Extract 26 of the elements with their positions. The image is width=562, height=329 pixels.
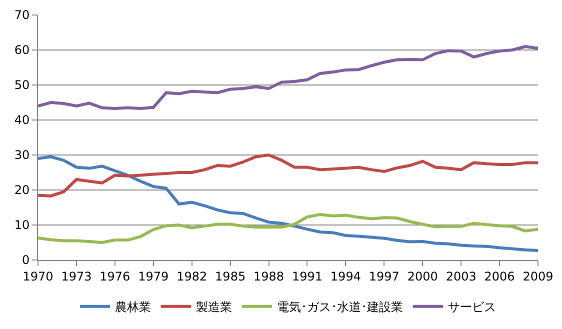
y-tick-label: 30 [14,148,30,162]
y-tick-label: 60 [14,43,30,58]
x-tick-label: 1970 [22,269,54,284]
x-tick-label: 1976 [100,269,130,284]
x-tick-label: 1988 [253,269,284,284]
legend-label: 農林業 [115,300,151,314]
x-tick-label: 2009 [522,269,554,284]
x-tick-label: 1997 [368,269,400,284]
y-tick-label: 50 [14,78,30,92]
x-tick-label: 1985 [215,269,246,284]
y-tick-label: 10 [14,218,30,232]
x-tick-label: 1991 [292,269,323,284]
legend-label: サービス [448,300,496,314]
y-tick-label: 0 [22,253,30,268]
x-tick-label: 1994 [330,269,361,284]
x-tick-label: 2006 [484,269,515,284]
x-tick-label: 1973 [61,269,92,284]
legend-label: 電気･ガス･水道･建設業 [277,300,403,314]
x-tick-label: 2003 [446,269,476,284]
x-tick-label: 2000 [407,269,438,284]
x-tick-label: 1982 [176,269,208,284]
legend-label: 製造業 [196,300,232,314]
x-tick-label: 1979 [138,269,169,284]
y-tick-label: 20 [14,183,30,198]
y-tick-label: 40 [14,113,30,128]
y-tick-label: 70 [14,8,30,22]
